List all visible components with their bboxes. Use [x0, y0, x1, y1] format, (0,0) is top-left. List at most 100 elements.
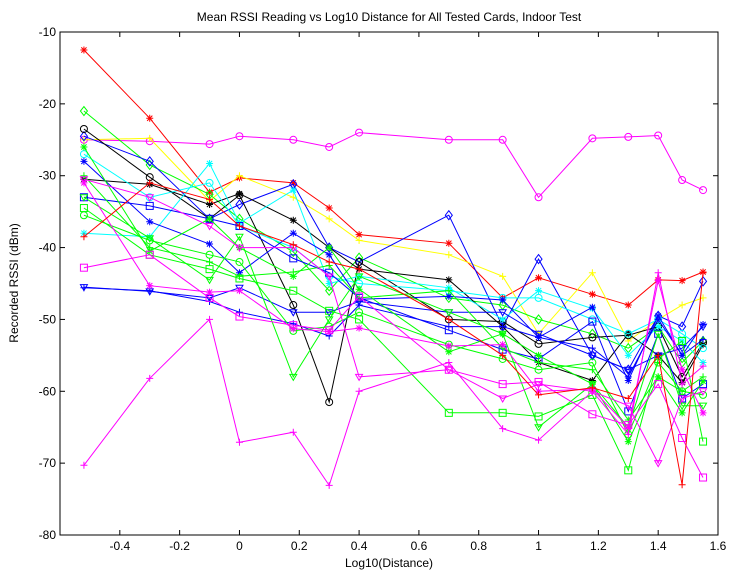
data-point — [79, 125, 88, 134]
data-point — [534, 193, 543, 202]
y-tick-label: -40 — [39, 241, 57, 255]
data-point — [534, 424, 543, 432]
series-layer — [79, 46, 708, 489]
data-point — [498, 408, 507, 417]
data-point — [289, 186, 297, 194]
data-point — [206, 159, 214, 167]
data-point — [654, 323, 662, 331]
data-point — [699, 373, 707, 381]
data-point — [146, 179, 154, 187]
data-point — [624, 394, 632, 402]
data-point — [325, 398, 334, 407]
axes-layer — [59, 31, 719, 536]
data-point — [444, 366, 454, 375]
data-point — [235, 308, 243, 316]
data-point — [535, 351, 543, 359]
data-point — [235, 244, 244, 253]
data-point — [623, 402, 633, 411]
data-point — [678, 409, 686, 417]
data-point — [498, 330, 508, 339]
data-point — [235, 222, 243, 230]
data-point — [235, 233, 244, 242]
data-point — [588, 134, 597, 143]
data-point — [80, 136, 88, 144]
data-point — [444, 209, 453, 221]
y-axis: -10 -20 -30 -40 -50 -60 -70 -80 — [39, 25, 718, 542]
data-point — [588, 410, 597, 419]
data-point — [325, 251, 333, 259]
data-point — [206, 200, 214, 208]
data-point — [534, 253, 543, 265]
data-point — [534, 365, 543, 374]
data-point — [534, 412, 543, 421]
data-point — [235, 438, 243, 446]
y-tick-label: -30 — [39, 169, 57, 183]
data-point — [699, 186, 708, 195]
data-point — [678, 176, 687, 185]
data-point — [205, 276, 214, 285]
data-point — [654, 351, 662, 359]
data-point — [677, 321, 687, 332]
data-point — [678, 481, 686, 489]
y-tick-label: -80 — [39, 528, 57, 542]
data-point — [698, 276, 708, 287]
data-point — [444, 309, 454, 317]
data-point — [535, 287, 543, 295]
x-tick-label: 0.2 — [291, 539, 308, 553]
data-point — [588, 366, 596, 374]
data-point — [699, 473, 708, 482]
data-point — [654, 380, 663, 389]
data-point — [698, 402, 708, 411]
data-point — [235, 132, 244, 141]
data-point — [654, 358, 663, 367]
data-point — [325, 306, 334, 315]
data-point — [654, 312, 662, 320]
y-tick-label: -20 — [39, 97, 57, 111]
data-point — [355, 292, 364, 301]
x-tick-label: 1.2 — [590, 539, 607, 553]
data-point — [79, 263, 88, 272]
data-point — [145, 201, 154, 210]
data-point — [499, 296, 507, 304]
x-tick-label: -0.4 — [109, 539, 130, 553]
data-point — [534, 293, 543, 302]
data-point — [588, 358, 597, 367]
data-point — [624, 430, 632, 438]
data-point — [146, 374, 154, 382]
data-point — [678, 433, 687, 442]
series-15 — [79, 204, 708, 475]
data-point — [653, 330, 663, 339]
data-point — [444, 408, 453, 417]
data-point — [588, 350, 597, 361]
data-point — [699, 390, 708, 399]
data-point — [145, 235, 155, 243]
data-point — [289, 286, 298, 295]
data-point — [698, 323, 708, 332]
data-point — [588, 352, 597, 360]
data-point — [288, 309, 298, 317]
data-point — [499, 315, 507, 323]
data-point — [355, 308, 364, 317]
data-point — [146, 244, 154, 252]
data-point — [654, 131, 663, 140]
data-point — [206, 288, 214, 296]
data-point — [325, 328, 333, 336]
data-point — [146, 114, 154, 122]
x-tick-label: 0.4 — [351, 539, 368, 553]
data-point — [588, 317, 597, 326]
data-point — [205, 140, 214, 149]
data-point — [235, 287, 243, 295]
data-point — [699, 344, 708, 353]
data-point — [145, 194, 155, 202]
data-point — [499, 341, 507, 349]
data-point — [235, 190, 243, 198]
data-point — [588, 333, 597, 342]
data-point — [325, 258, 333, 266]
plot-frame — [59, 31, 719, 536]
data-point — [534, 314, 543, 325]
data-point — [325, 280, 333, 287]
data-point — [445, 239, 453, 247]
y-tick-label: -60 — [39, 384, 57, 398]
